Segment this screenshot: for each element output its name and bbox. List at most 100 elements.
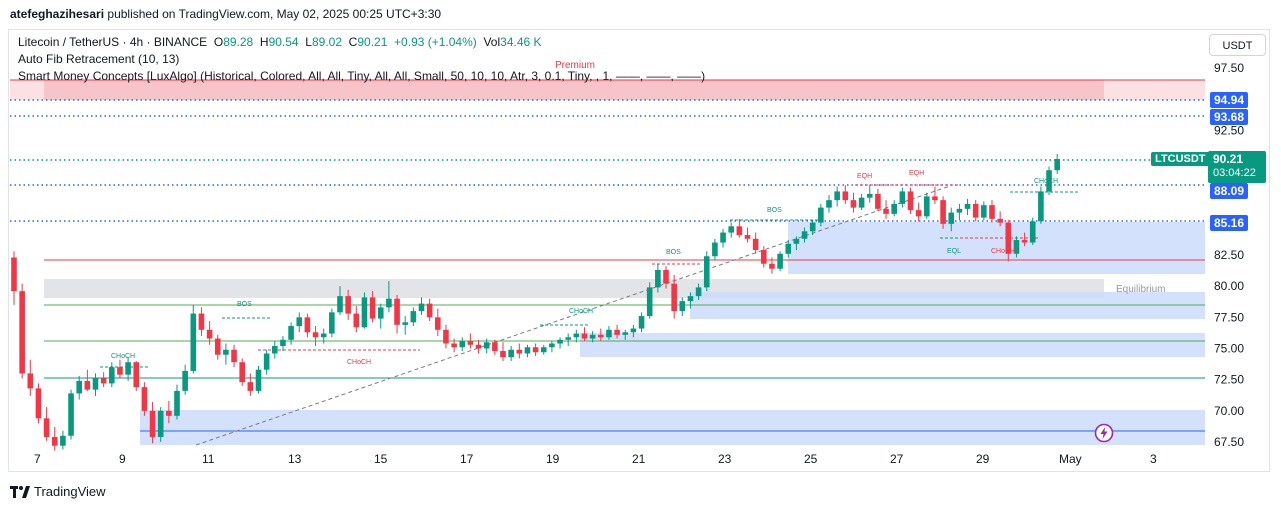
candle-body[interactable] (467, 341, 474, 345)
candle-body[interactable] (850, 200, 857, 208)
candle-body[interactable] (964, 203, 971, 209)
candle-body[interactable] (280, 339, 286, 347)
candle-body[interactable] (679, 301, 686, 312)
candle-body[interactable] (703, 256, 710, 288)
candle-body[interactable] (166, 410, 172, 416)
candle-body[interactable] (1021, 240, 1028, 243)
candle-body[interactable] (288, 326, 294, 340)
indicator-fib-legend[interactable]: Auto Fib Retracement (10, 13) (18, 52, 180, 66)
candle-body[interactable] (418, 303, 425, 312)
candle-body[interactable] (1013, 240, 1020, 254)
candle-body[interactable] (997, 218, 1003, 223)
candle-body[interactable] (508, 349, 514, 358)
candle-body[interactable] (320, 333, 327, 338)
candle-body[interactable] (858, 197, 865, 208)
candle-body[interactable] (972, 203, 979, 218)
candle-body[interactable] (92, 378, 99, 390)
candle-body[interactable] (728, 226, 734, 233)
candle-body[interactable] (337, 296, 343, 313)
candle-body[interactable] (214, 338, 221, 355)
candle-body[interactable] (981, 205, 987, 218)
candle-body[interactable] (263, 353, 270, 370)
candle-body[interactable] (712, 242, 718, 257)
candle-body[interactable] (589, 334, 596, 339)
candle-body[interactable] (761, 250, 767, 264)
candle-body[interactable] (174, 390, 180, 416)
candle-body[interactable] (459, 341, 466, 348)
candle-body[interactable] (891, 203, 897, 214)
indicator-smc-legend[interactable]: Smart Money Concepts [LuxAlgo] (Historic… (18, 69, 706, 83)
candle-body[interactable] (557, 339, 563, 344)
candle-body[interactable] (272, 346, 278, 354)
candle-body[interactable] (426, 303, 433, 318)
candle-body[interactable] (630, 328, 637, 333)
candle-body[interactable] (1046, 170, 1052, 192)
candle-body[interactable] (11, 257, 17, 292)
candle-body[interactable] (125, 362, 131, 375)
candle-body[interactable] (76, 380, 82, 394)
candle-body[interactable] (883, 208, 889, 214)
candle-body[interactable] (524, 347, 531, 354)
candle-body[interactable] (516, 349, 523, 354)
candle-body[interactable] (304, 317, 311, 333)
candle-body[interactable] (198, 313, 205, 330)
candle-body[interactable] (801, 231, 808, 239)
candle-body[interactable] (826, 200, 832, 208)
candle-body[interactable] (141, 387, 148, 411)
candle-body[interactable] (1005, 222, 1012, 254)
candle-body[interactable] (345, 296, 351, 314)
candle-body[interactable] (329, 312, 335, 334)
lightning-icon[interactable] (1094, 423, 1114, 443)
candle-body[interactable] (312, 332, 319, 338)
candle-body[interactable] (671, 283, 677, 312)
candle-body[interactable] (239, 362, 245, 383)
candle-body[interactable] (614, 329, 620, 335)
candle-body[interactable] (720, 232, 726, 243)
candle-body[interactable] (84, 380, 91, 390)
candle-body[interactable] (549, 343, 555, 348)
candle-body[interactable] (27, 373, 34, 389)
candle-body[interactable] (100, 378, 107, 384)
candle-body[interactable] (622, 332, 629, 335)
candle-body[interactable] (443, 329, 449, 344)
candle-body[interactable] (190, 313, 197, 371)
candle-body[interactable] (117, 367, 123, 375)
candle-body[interactable] (907, 191, 914, 211)
candle-body[interactable] (402, 322, 408, 325)
currency-button[interactable]: USDT (1209, 34, 1266, 56)
candle-body[interactable] (769, 263, 775, 269)
candle-body[interactable] (956, 208, 963, 213)
candle-body[interactable] (353, 313, 360, 328)
candle-body[interactable] (223, 349, 229, 355)
candle-body[interactable] (875, 193, 881, 209)
candle-body[interactable] (565, 337, 571, 340)
candle-body[interactable] (793, 238, 800, 244)
candle-body[interactable] (182, 370, 188, 391)
candle-body[interactable] (43, 418, 50, 438)
candle-body[interactable] (581, 333, 588, 339)
candle-body[interactable] (51, 437, 58, 446)
candle-body[interactable] (915, 210, 922, 217)
candle-body[interactable] (573, 333, 580, 338)
candle-body[interactable] (744, 235, 751, 239)
candle-body[interactable] (948, 212, 955, 224)
candle-body[interactable] (369, 297, 376, 319)
candle-body[interactable] (231, 349, 237, 363)
candle-body[interactable] (492, 342, 498, 351)
tradingview-footer[interactable]: TradingView (10, 484, 106, 499)
candle-body[interactable] (532, 347, 539, 353)
candle-body[interactable] (435, 317, 441, 330)
candle-body[interactable] (35, 388, 42, 419)
candle-body[interactable] (663, 269, 669, 284)
candle-body[interactable] (932, 196, 938, 201)
candle-body[interactable] (19, 291, 25, 374)
candle-body[interactable] (809, 222, 816, 232)
candle-body[interactable] (1038, 191, 1044, 222)
candle-body[interactable] (899, 191, 906, 204)
candle-body[interactable] (475, 344, 482, 349)
candle-body[interactable] (924, 196, 930, 217)
candle-body[interactable] (377, 307, 384, 319)
candle-body[interactable] (785, 243, 792, 254)
candle-body[interactable] (777, 253, 783, 269)
candle-body[interactable] (606, 329, 612, 338)
